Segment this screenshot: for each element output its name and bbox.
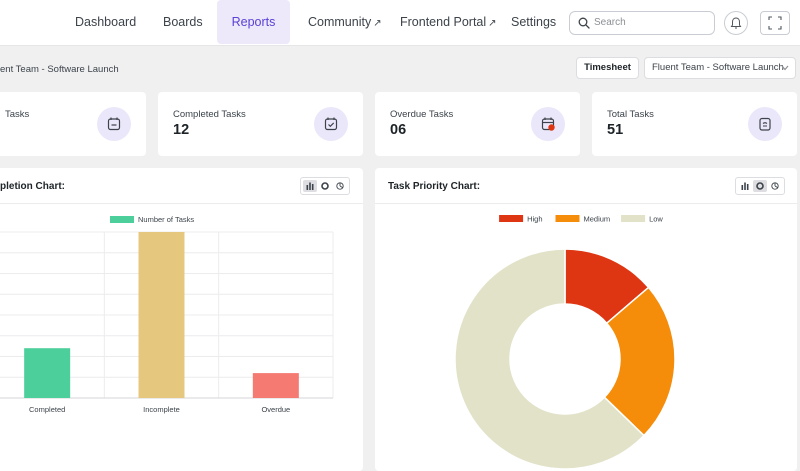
nav-settings-label: Settings <box>511 15 557 29</box>
chart-type-toggle <box>735 177 785 195</box>
calendar-alert-icon <box>531 107 565 141</box>
nav-settings[interactable]: Settings <box>511 0 556 46</box>
clipboard-icon <box>748 107 782 141</box>
chart-legend: High Medium Low <box>499 215 663 224</box>
x-tick-label: Incomplete <box>143 405 180 414</box>
bar-chart-icon <box>741 182 749 190</box>
doughnut-chart-toggle[interactable] <box>753 180 767 192</box>
bar-chart-icon <box>306 182 314 190</box>
slice-low[interactable] <box>454 248 646 470</box>
stat-value: 12 <box>173 122 190 138</box>
panel-title: Task Priority Chart: <box>388 181 481 192</box>
doughnut-chart: High Medium Low <box>454 215 676 470</box>
search-icon <box>578 17 590 29</box>
completion-chart-panel: pletion Chart: Number of Tasks Completed… <box>0 168 363 471</box>
doughnut-chart-icon <box>321 182 329 190</box>
team-select-value: Fluent Team - Software Launch <box>652 62 784 73</box>
x-tick-label: Overdue <box>261 405 290 414</box>
bar-completed[interactable] <box>24 348 71 398</box>
legend-label: Number of Tasks <box>138 215 195 224</box>
top-nav: Dashboard Boards Reports Community ↗ Fron… <box>0 0 800 46</box>
bar-chart-toggle[interactable] <box>303 180 317 192</box>
fullscreen-icon <box>768 16 782 30</box>
nav-boards-label: Boards <box>163 15 203 29</box>
panel-title: pletion Chart: <box>0 181 65 192</box>
doughnut-chart-icon <box>756 182 764 190</box>
x-tick-label: Completed <box>29 405 65 414</box>
slice-medium[interactable] <box>603 286 676 437</box>
nav-reports-label: Reports <box>231 15 276 29</box>
legend-swatch <box>110 216 134 223</box>
search-placeholder: Search <box>594 17 626 28</box>
bar-overdue[interactable] <box>252 373 299 398</box>
pie-chart-toggle[interactable] <box>333 180 347 192</box>
nav-dashboard-label: Dashboard <box>75 15 137 29</box>
legend-swatch <box>555 215 580 222</box>
doughnut-chart-toggle[interactable] <box>318 180 332 192</box>
external-link-icon: ↗ <box>373 18 382 29</box>
nav-boards[interactable]: Boards <box>163 0 203 46</box>
stat-value: 51 <box>607 122 624 138</box>
pie-chart-toggle[interactable] <box>768 180 782 192</box>
bar-chart-toggle[interactable] <box>738 180 752 192</box>
notifications-button[interactable] <box>724 11 748 35</box>
stat-card-total: Total Tasks 51 <box>592 92 797 156</box>
nav-community[interactable]: Community ↗ <box>308 0 382 46</box>
chart-legend: Number of Tasks <box>110 215 194 224</box>
panel-header: Task Priority Chart: <box>375 168 797 204</box>
legend-label: Medium <box>584 215 611 224</box>
nav-frontend-portal-label: Frontend Portal <box>400 15 487 29</box>
stat-label: Total Tasks <box>607 109 654 120</box>
calendar-check-icon <box>314 107 348 141</box>
stat-label: Completed Tasks <box>173 109 246 120</box>
fullscreen-button[interactable] <box>760 11 790 35</box>
stat-value: 06 <box>390 122 407 138</box>
stat-card-tasks: Tasks <box>0 92 146 156</box>
external-link-icon: ↗ <box>488 18 497 29</box>
search-input[interactable]: Search <box>569 11 715 35</box>
legend-swatch <box>621 215 646 222</box>
panel-header: pletion Chart: <box>0 168 363 204</box>
bell-icon <box>730 17 742 29</box>
nav-dashboard[interactable]: Dashboard <box>75 0 136 46</box>
bar-chart: Completed Incomplete Overdue <box>0 231 334 414</box>
legend-swatch <box>499 215 524 222</box>
bar-incomplete[interactable] <box>138 232 185 398</box>
pie-chart-icon <box>336 182 344 190</box>
stat-card-completed: Completed Tasks 12 <box>158 92 363 156</box>
legend-label: High <box>527 215 542 224</box>
calendar-minus-icon <box>97 107 131 141</box>
stat-label: Tasks <box>5 109 30 120</box>
nav-frontend-portal[interactable]: Frontend Portal ↗ <box>400 0 497 46</box>
stat-label: Overdue Tasks <box>390 109 454 120</box>
stat-card-overdue: Overdue Tasks 06 <box>375 92 580 156</box>
board-breadcrumb: ent Team - Software Launch <box>0 64 119 75</box>
chevron-down-icon <box>781 65 789 71</box>
nav-reports[interactable]: Reports <box>217 0 290 44</box>
pie-chart-icon <box>771 182 779 190</box>
nav-community-label: Community <box>308 15 372 29</box>
chart-type-toggle <box>300 177 350 195</box>
priority-chart-panel: Task Priority Chart: High Medium Low <box>375 168 797 471</box>
timesheet-button[interactable]: Timesheet <box>576 57 639 79</box>
team-select[interactable]: Fluent Team - Software Launch <box>644 57 796 79</box>
legend-label: Low <box>649 215 663 224</box>
